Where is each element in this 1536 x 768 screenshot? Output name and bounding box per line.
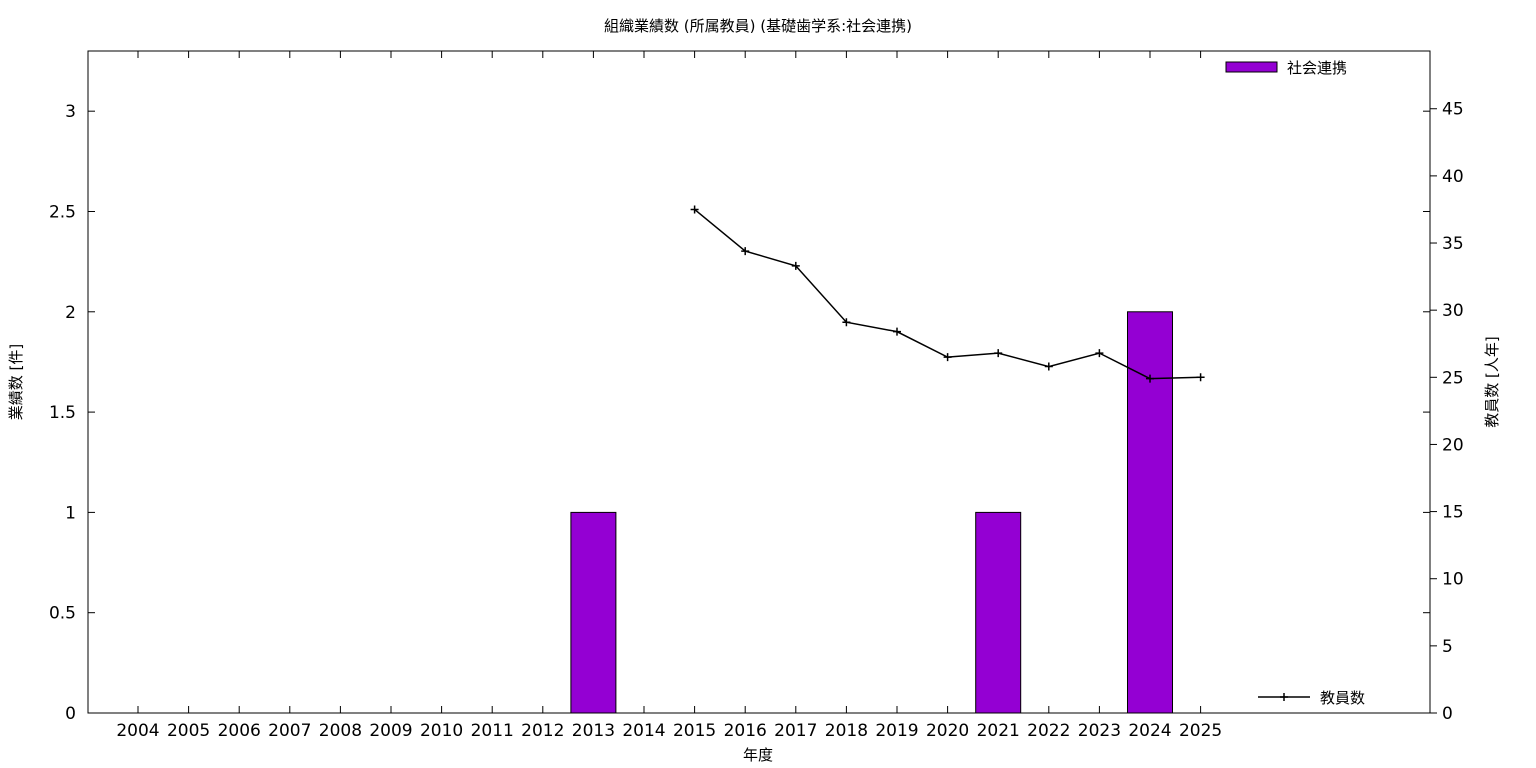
bar-2021 [975, 511, 1022, 714]
line-point-2017 [791, 261, 800, 270]
line-point-2018 [842, 318, 851, 327]
legend-label-bar: 社会連携 [1287, 59, 1347, 77]
x-tick-label: 2022 [1027, 721, 1070, 741]
x-tick-label: 2007 [268, 721, 311, 741]
x-tick-label: 2024 [1128, 721, 1171, 741]
line-point-2022 [1044, 362, 1053, 371]
plot-frame [87, 50, 1431, 714]
y2-tick-label: 35 [1442, 234, 1464, 254]
x-tick-label: 2013 [572, 721, 615, 741]
x-tick-label: 2020 [926, 721, 969, 741]
y2-tick-label: 5 [1442, 637, 1453, 657]
y2-axis-label: 教員数 [人年] [1483, 336, 1501, 427]
line-point-2020 [943, 353, 952, 362]
x-tick-label: 2005 [167, 721, 210, 741]
x-tick-label: 2004 [116, 721, 159, 741]
y-tick-label: 2 [65, 303, 76, 323]
y2-tick-label: 0 [1442, 704, 1453, 724]
y2-tick-label: 20 [1442, 435, 1464, 455]
y2-tick-label: 45 [1442, 100, 1464, 120]
x-tick-label: 2012 [521, 721, 564, 741]
line-point-2016 [741, 247, 750, 256]
bar-2013 [570, 511, 617, 714]
y-axis-label: 業績数 [件] [7, 344, 25, 420]
chart-title: 組織業績数 (所属教員) (基礎歯学系:社会連携) [604, 17, 912, 35]
x-tick-label: 2025 [1179, 721, 1222, 741]
bar-2024 [1127, 311, 1173, 714]
x-tick-label: 2018 [825, 721, 868, 741]
x-tick-label: 2010 [420, 721, 463, 741]
y2-tick-label: 30 [1442, 301, 1464, 321]
x-tick-label: 2006 [218, 721, 261, 741]
x-tick-label: 2008 [319, 721, 362, 741]
x-tick-label: 2014 [622, 721, 665, 741]
x-tick-label: 2017 [774, 721, 817, 741]
line-point-2024 [1146, 374, 1154, 383]
y-tick-label: 2.5 [49, 202, 76, 222]
line-point-2023 [1095, 349, 1104, 358]
legend-swatch-bar [1225, 61, 1278, 73]
y2-tick-label: 10 [1442, 570, 1464, 590]
line-point-2025 [1196, 373, 1205, 382]
line-point-2015 [690, 205, 699, 214]
y-tick-label: 0 [65, 704, 76, 724]
y-tick-label: 0.5 [49, 604, 76, 624]
y2-tick-label: 40 [1442, 167, 1464, 187]
x-tick-label: 2021 [977, 721, 1020, 741]
x-tick-label: 2016 [724, 721, 767, 741]
y-tick-label: 1 [65, 503, 76, 523]
line-point-2019 [893, 327, 901, 336]
x-tick-label: 2009 [369, 721, 412, 741]
legend-label-line: 教員数 [1320, 689, 1365, 707]
y-tick-label: 1.5 [49, 403, 76, 423]
x-tick-label: 2011 [471, 721, 514, 741]
x-tick-label: 2023 [1078, 721, 1121, 741]
y2-tick-label: 15 [1442, 503, 1464, 523]
x-tick-label: 2015 [673, 721, 716, 741]
legend-marker-line [1280, 693, 1288, 701]
x-tick-label: 2019 [875, 721, 918, 741]
x-axis-label: 年度 [743, 746, 773, 764]
y-tick-label: 3 [65, 102, 76, 122]
line-point-2021 [994, 349, 1003, 358]
y2-tick-label: 25 [1442, 368, 1464, 388]
